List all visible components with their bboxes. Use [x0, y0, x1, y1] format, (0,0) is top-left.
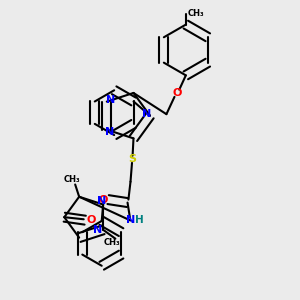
Text: N: N	[104, 127, 114, 137]
Text: N: N	[97, 196, 106, 206]
Text: S: S	[128, 154, 136, 164]
Text: N: N	[106, 95, 115, 105]
Text: CH₃: CH₃	[104, 238, 121, 247]
Text: N: N	[93, 225, 102, 235]
Text: CH₃: CH₃	[64, 176, 80, 184]
Text: N: N	[142, 109, 151, 119]
Text: H: H	[135, 215, 144, 225]
Text: N: N	[126, 215, 135, 226]
Text: O: O	[172, 88, 182, 98]
Text: O: O	[98, 195, 107, 205]
Text: O: O	[86, 215, 96, 225]
Text: CH₃: CH₃	[187, 9, 204, 18]
